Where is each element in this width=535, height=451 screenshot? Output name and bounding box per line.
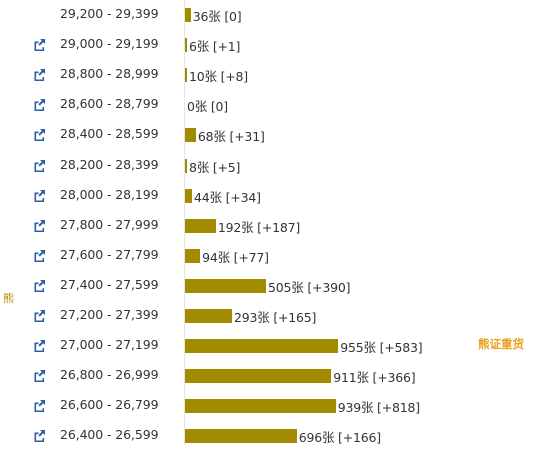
count-label: 192张 [+187] xyxy=(217,219,301,235)
range-label: 26,600 - 26,799 xyxy=(60,397,159,413)
value-bar xyxy=(185,339,339,354)
range-label: 29,000 - 29,199 xyxy=(60,36,159,52)
value-bar xyxy=(185,38,187,53)
value-bar xyxy=(185,8,191,22)
range-label: 26,400 - 26,599 xyxy=(60,427,159,443)
strike-range-row: 26,600 - 26,799 939张 [+818] xyxy=(0,391,535,421)
count-label: 10张 [+8] xyxy=(189,69,248,85)
value-bar xyxy=(185,188,193,203)
external-link-icon[interactable] xyxy=(33,249,46,262)
strike-range-row: 28,400 - 28,599 68张 [+31] xyxy=(0,120,535,150)
range-label: 27,200 - 27,399 xyxy=(60,307,159,322)
count-label: 0张 [0] xyxy=(187,99,228,115)
count-label: 44张 [+34] xyxy=(194,189,261,205)
count-label: 36张 [0] xyxy=(192,9,242,24)
count-label: 68张 [+31] xyxy=(197,129,265,145)
strike-range-row: 27,600 - 27,799 94张 [+77] xyxy=(0,241,535,271)
range-label: 28,800 - 28,999 xyxy=(60,66,159,82)
strike-range-row: 29,000 - 29,199 6张 [+1] xyxy=(0,30,535,60)
external-link-icon[interactable] xyxy=(33,219,46,232)
count-label: 8张 [+5] xyxy=(189,159,241,175)
value-bar xyxy=(185,158,187,173)
external-link-icon[interactable] xyxy=(33,38,46,52)
value-bar xyxy=(185,309,233,323)
range-label: 26,800 - 26,999 xyxy=(60,367,159,383)
count-label: 505张 [+390] xyxy=(268,279,351,295)
count-label: 696张 [+166] xyxy=(298,430,381,446)
external-link-icon[interactable] xyxy=(33,68,46,82)
range-label: 27,000 - 27,199 xyxy=(60,337,159,353)
strike-range-row: 27,400 - 27,599 505张 [+390] xyxy=(0,271,535,301)
strike-range-row: 27,200 - 27,399 293张 [+165] xyxy=(0,301,535,331)
range-label: 29,200 - 29,399 xyxy=(60,6,159,21)
value-bar xyxy=(185,68,187,83)
bear-heavy-badge[interactable]: 熊证重货 xyxy=(478,337,524,351)
value-bar xyxy=(185,278,267,293)
strike-range-row: 29,200 - 29,399 36张 [0] xyxy=(0,0,535,30)
external-link-icon[interactable] xyxy=(33,399,46,413)
strike-range-row: 27,800 - 27,999 192张 [+187] xyxy=(0,211,535,241)
external-link-icon[interactable] xyxy=(33,189,46,202)
external-link-icon[interactable] xyxy=(33,339,46,353)
strike-range-row: 27,000 - 27,199 955张 [+583] xyxy=(0,331,535,361)
count-label: 955张 [+583] xyxy=(340,340,423,356)
count-label: 293张 [+165] xyxy=(234,310,317,325)
strike-range-row: 28,200 - 28,399 8张 [+5] xyxy=(0,151,535,181)
strike-range-row: 28,800 - 28,999 10张 [+8] xyxy=(0,60,535,90)
value-bar xyxy=(185,248,201,263)
count-label: 939张 [+818] xyxy=(337,400,420,416)
range-label: 27,600 - 27,799 xyxy=(60,246,159,262)
range-label: 28,200 - 28,399 xyxy=(60,156,159,172)
strike-range-row: 28,600 - 28,799 0张 [0] xyxy=(0,90,535,120)
chart-axis-divider xyxy=(184,0,185,445)
external-link-icon[interactable] xyxy=(33,279,46,292)
range-label: 27,400 - 27,599 xyxy=(60,276,159,292)
value-bar xyxy=(185,218,216,233)
external-link-icon[interactable] xyxy=(33,309,46,322)
range-label: 28,400 - 28,599 xyxy=(60,126,159,142)
strike-range-row: 26,800 - 26,999 911张 [+366] xyxy=(0,361,535,391)
external-link-icon[interactable] xyxy=(33,429,46,443)
count-label: 911张 [+366] xyxy=(333,370,416,386)
external-link-icon[interactable] xyxy=(33,369,46,383)
range-label: 28,000 - 28,199 xyxy=(60,186,159,202)
count-label: 94张 [+77] xyxy=(202,249,269,265)
range-label: 28,600 - 28,799 xyxy=(60,96,159,112)
external-link-icon[interactable] xyxy=(33,159,46,172)
external-link-icon[interactable] xyxy=(33,98,46,112)
external-link-icon[interactable] xyxy=(33,128,46,142)
side-label: 熊 xyxy=(3,292,14,305)
range-label: 27,800 - 27,999 xyxy=(60,216,159,232)
strike-range-row: 26,400 - 26,599 696张 [+166] xyxy=(0,421,535,451)
value-bar xyxy=(185,429,297,444)
value-bar xyxy=(185,399,336,414)
count-label: 6张 [+1] xyxy=(189,39,241,55)
strike-range-row: 28,000 - 28,199 44张 [+34] xyxy=(0,181,535,211)
value-bar xyxy=(185,369,332,384)
value-bar xyxy=(185,128,196,143)
